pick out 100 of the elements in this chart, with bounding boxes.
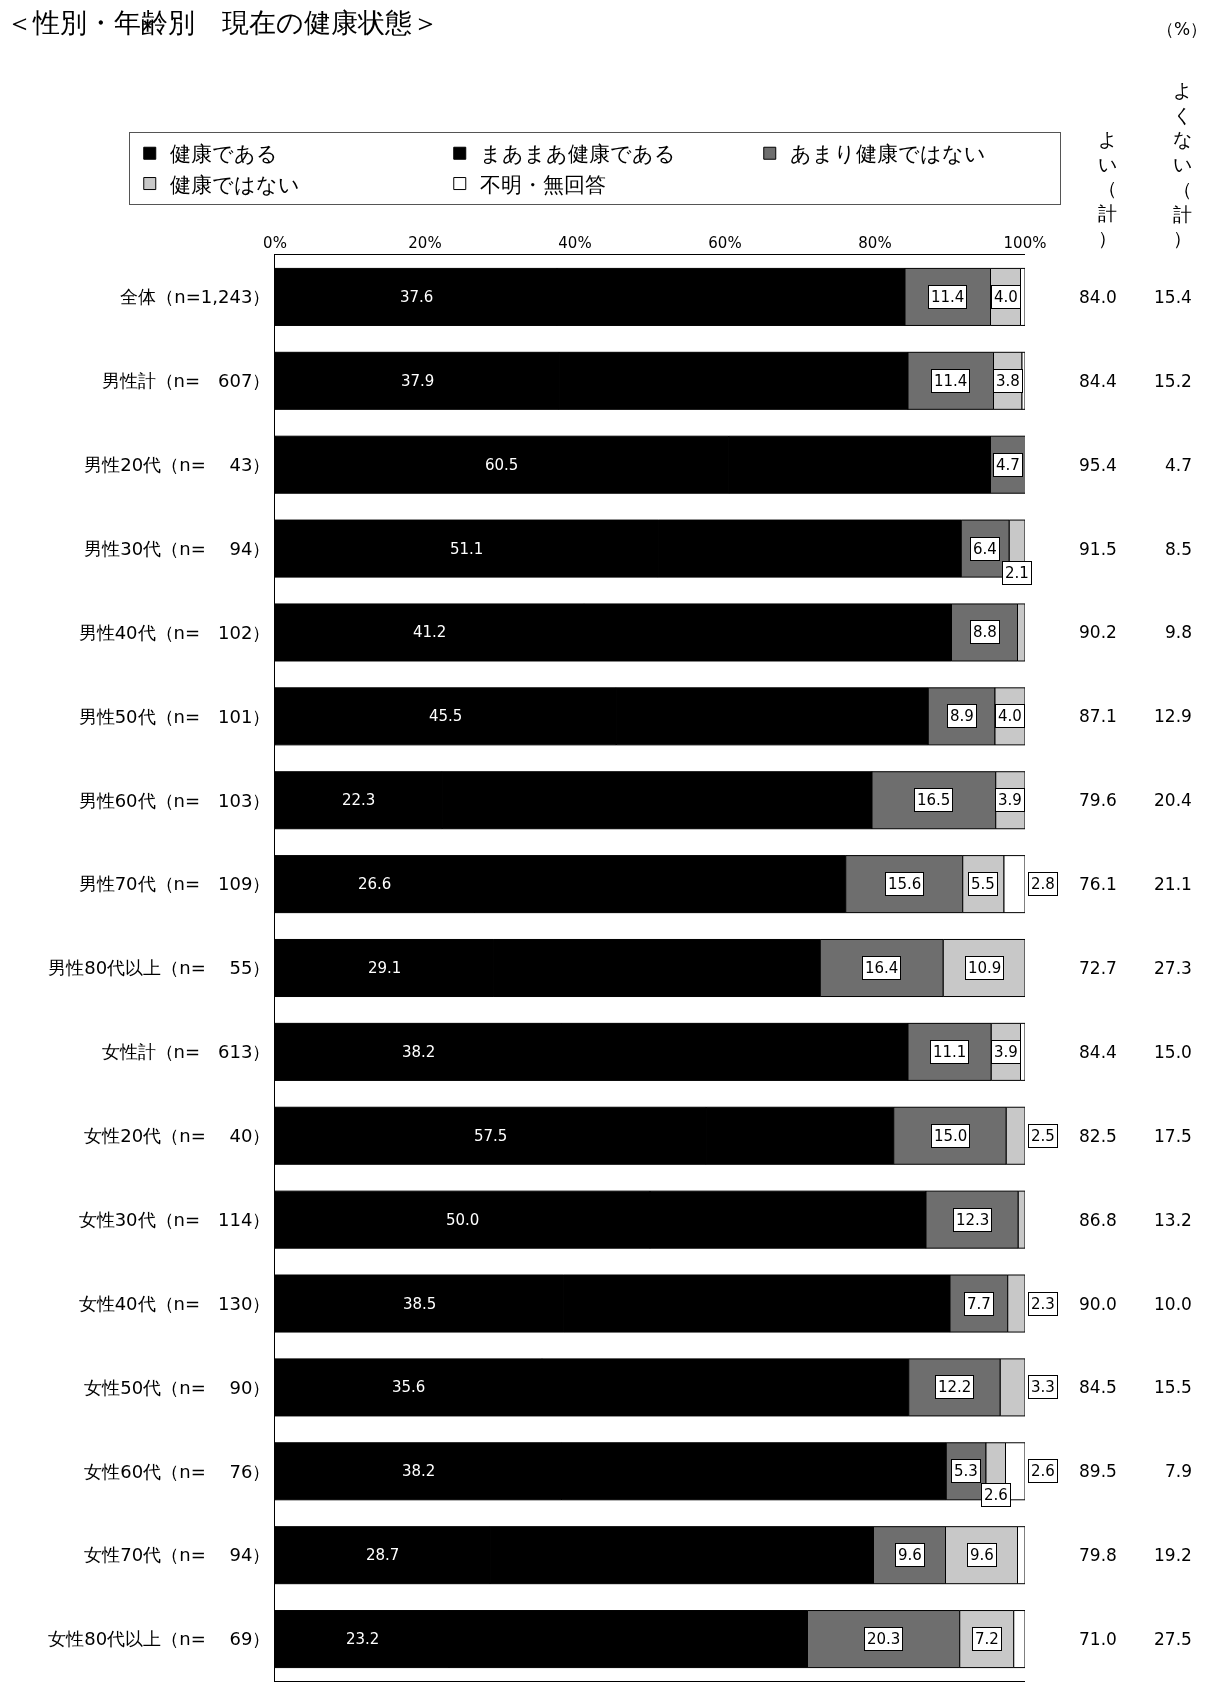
data-label: 10.9 — [968, 959, 1002, 977]
data-label: 50.0 — [446, 1211, 480, 1229]
data-label: 2.6 — [1031, 1462, 1055, 1480]
text: 13.2 — [1154, 1210, 1192, 1230]
data-label: 12.2 — [938, 1378, 972, 1396]
y-tick-label: 女性50代（n= 90） — [84, 1376, 271, 1398]
data-label: 16.4 — [865, 959, 899, 977]
text: 19.2 — [1154, 1545, 1192, 1565]
y-tick-label: 女性80代以上（n= 69） — [48, 1628, 271, 1650]
y-tick-label: 女性40代（n= 130） — [78, 1292, 271, 1314]
data-label: 12.3 — [956, 1211, 990, 1229]
data-label: 4.0 — [994, 288, 1018, 306]
text: 27.3 — [1154, 958, 1192, 978]
data-label: 3.9 — [994, 1043, 1018, 1061]
text: 15.0 — [1154, 1042, 1192, 1062]
text: 90.2 — [1079, 622, 1117, 642]
data-label: 2.3 — [1031, 1295, 1055, 1313]
data-label: 11.4 — [931, 288, 965, 306]
data-label: 37.9 — [401, 372, 435, 390]
text: 84.0 — [1079, 287, 1117, 307]
text: 15.2 — [1154, 371, 1192, 391]
x-tick-label: 0% — [263, 234, 287, 252]
text: 72.7 — [1079, 958, 1117, 978]
x-tick-label: 60% — [708, 234, 742, 252]
legend-label: 健康ではない — [169, 172, 300, 197]
data-label: 15.0 — [934, 1127, 968, 1145]
text: 84.5 — [1079, 1377, 1117, 1397]
data-label: 5.5 — [971, 875, 995, 893]
data-label: 5.3 — [954, 1462, 978, 1480]
y-tick-label: 男性60代（n= 103） — [78, 789, 271, 811]
data-label: 26.6 — [358, 875, 392, 893]
text: 10.0 — [1154, 1294, 1192, 1314]
x-tick-label: 100% — [1003, 234, 1047, 252]
data-label: 57.5 — [474, 1127, 508, 1145]
data-label: 51.1 — [450, 540, 484, 558]
text: 71.0 — [1079, 1629, 1117, 1649]
data-label: 29.1 — [368, 959, 402, 977]
data-label: 22.3 — [342, 791, 376, 809]
text: 90.0 — [1079, 1294, 1117, 1314]
text: 20.4 — [1154, 790, 1192, 810]
data-label: 38.2 — [402, 1043, 436, 1061]
legend-label: まあまあ健康である — [479, 142, 676, 167]
data-label: 38.5 — [403, 1295, 437, 1313]
data-label: 7.2 — [975, 1630, 999, 1648]
text: 84.4 — [1079, 371, 1117, 391]
text: （%） — [1157, 19, 1208, 39]
text: 79.8 — [1079, 1545, 1117, 1565]
data-label: 3.8 — [996, 372, 1020, 390]
y-tick-label: 男性50代（n= 101） — [78, 705, 271, 727]
y-tick-label: 男性40代（n= 102） — [78, 621, 271, 643]
text: よい（計） — [1098, 128, 1117, 249]
text: 15.5 — [1154, 1377, 1192, 1397]
text: 17.5 — [1154, 1126, 1192, 1146]
x-tick-label: 40% — [558, 234, 592, 252]
data-label: 11.4 — [934, 372, 968, 390]
data-label: 28.7 — [366, 1546, 400, 1564]
data-label: 2.6 — [984, 1486, 1008, 1504]
data-label: 41.2 — [413, 623, 447, 641]
text: 84.4 — [1079, 1042, 1117, 1062]
data-label: 8.9 — [950, 707, 974, 725]
data-label: 2.5 — [1031, 1127, 1055, 1145]
text: 4.7 — [1165, 455, 1193, 475]
data-label: 4.0 — [998, 707, 1022, 725]
text: 9.8 — [1165, 622, 1193, 642]
data-label: 37.6 — [400, 288, 434, 306]
text: 12.9 — [1154, 706, 1192, 726]
data-label: 3.3 — [1031, 1378, 1055, 1396]
text: よくない（計） — [1173, 79, 1192, 250]
x-tick-label: 20% — [408, 234, 442, 252]
y-tick-label: 男性30代（n= 94） — [84, 537, 271, 559]
data-label: 60.5 — [485, 456, 519, 474]
y-tick-label: 男性80代以上（n= 55） — [48, 957, 271, 979]
text: 79.6 — [1079, 790, 1117, 810]
data-label: 20.3 — [867, 1630, 901, 1648]
data-label: 38.2 — [402, 1462, 436, 1480]
y-tick-label: 女性60代（n= 76） — [84, 1460, 271, 1482]
y-tick-label: 全体（n=1,243） — [120, 286, 271, 308]
data-label: 35.6 — [392, 1378, 426, 1396]
text: 82.5 — [1079, 1126, 1117, 1146]
legend-label: 健康である — [169, 142, 278, 167]
data-label: 2.8 — [1031, 875, 1055, 893]
y-tick-label: 女性計（n= 613） — [101, 1041, 271, 1063]
data-label: 2.1 — [1005, 564, 1029, 582]
x-tick-label: 80% — [858, 234, 892, 252]
data-label: 11.1 — [933, 1043, 967, 1061]
text: 76.1 — [1079, 874, 1117, 894]
y-tick-label: 女性20代（n= 40） — [84, 1125, 271, 1147]
text: 7.9 — [1165, 1461, 1193, 1481]
y-tick-label: 女性70代（n= 94） — [84, 1544, 271, 1566]
y-tick-label: 男性20代（n= 43） — [84, 454, 271, 476]
data-label: 15.6 — [888, 875, 922, 893]
data-label: 23.2 — [346, 1630, 380, 1648]
text: 91.5 — [1079, 539, 1117, 559]
data-label: 4.7 — [996, 456, 1020, 474]
y-tick-label: 男性計（n= 607） — [101, 370, 271, 392]
text: 86.8 — [1079, 1210, 1117, 1230]
data-label: 9.6 — [898, 1546, 922, 1564]
legend-label: あまり健康ではない — [789, 142, 986, 167]
data-label: 6.4 — [973, 540, 997, 558]
text: 89.5 — [1079, 1461, 1117, 1481]
